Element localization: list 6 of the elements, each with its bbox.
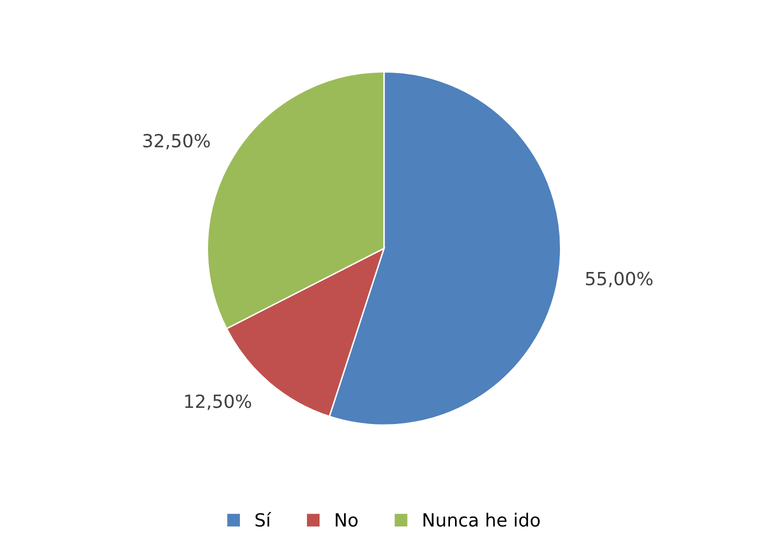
legend-label: Sí bbox=[256, 512, 272, 527]
legend-label: No bbox=[336, 513, 358, 527]
data-label: 55,00% bbox=[586, 272, 652, 288]
data-label: 32,50% bbox=[143, 134, 210, 150]
legend-label: Nunca he ido bbox=[424, 512, 540, 527]
data-label: 12,50% bbox=[185, 394, 252, 410]
